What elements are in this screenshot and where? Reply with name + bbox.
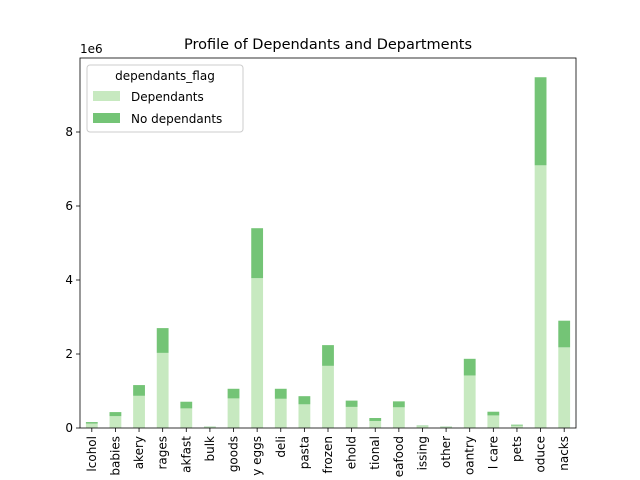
bar-dependants [322,365,334,428]
y-tick-label: 4 [65,273,73,287]
bar-dependants [534,165,547,429]
bar-no-dependants [180,401,193,409]
y-tick-label: 2 [65,347,73,361]
x-tick-label: oduce [534,436,548,473]
bar-no-dependants [322,345,334,366]
bar-no-dependants [416,425,429,427]
x-tick-label: oantry [463,436,477,475]
bar-dependants [369,420,382,428]
bar-no-dependants [534,77,547,166]
bar-dependants [156,352,169,428]
bar-dependants [85,423,98,428]
y-scale-label: 1e6 [80,42,103,56]
bar-no-dependants [298,396,311,405]
bar-dependants [180,408,193,428]
bar-dependants [487,415,500,428]
bar-no-dependants [345,400,358,407]
bar-no-dependants [487,411,500,416]
legend-box [86,64,244,133]
x-tick-label: akfast [179,436,193,473]
x-tick-label: issing [415,436,429,470]
bar-no-dependants [133,385,145,396]
bar-no-dependants [463,358,476,376]
bar-dependants [416,426,429,428]
bar-no-dependants [558,320,571,348]
bar-dependants [298,404,311,428]
bar-dependants [558,347,571,428]
x-tick-label: pasta [297,436,311,469]
x-tick-label: l care [486,436,500,469]
legend: dependants_flag Dependants No dependants [86,64,244,133]
x-tick-label: rages [156,436,170,470]
bar-dependants [251,278,264,428]
bar-dependants [440,427,452,428]
bar-no-dependants [85,422,98,424]
bar-dependants [511,425,523,428]
x-tick-label: pets [510,436,524,462]
y-tick-label: 8 [65,125,73,139]
bar-dependants [392,407,405,428]
x-tick-label: babies [108,436,122,476]
legend-label-no-dependants: No dependants [131,112,222,126]
bar-no-dependants [156,328,169,353]
bar-dependants [345,406,358,428]
x-tick-label: frozen [321,436,335,474]
x-tick-label: y eggs [250,436,264,476]
bar-no-dependants [392,401,405,408]
x-axis: lcohol babies akery rages akfast bulk goods y e… [85,428,571,477]
x-tick-label: eafood [392,436,406,477]
bars-layer [85,77,571,429]
legend-title: dependants_flag [115,69,215,83]
chart-title: Profile of Dependants and Departments [184,37,472,53]
x-tick-label: lcohol [85,436,99,472]
bar-no-dependants [369,418,382,421]
bar-dependants [463,375,476,428]
x-tick-label: bulk [203,436,217,462]
bar-no-dependants [227,388,240,399]
x-tick-label: akery [132,436,146,469]
y-tick-label: 0 [65,421,73,435]
x-tick-label: other [439,436,453,468]
bar-no-dependants [109,412,122,417]
y-axis: 0 2 4 6 8 [65,125,80,435]
y-tick-label: 6 [65,199,73,213]
x-tick-label: deli [274,436,288,458]
bar-no-dependants [511,424,523,426]
plot-frame [79,57,577,429]
x-tick-label: goods [227,436,241,472]
x-tick-label: ehold [345,436,359,469]
legend-swatch-dependants [93,91,120,101]
bar-dependants [133,395,145,428]
bar-dependants [204,427,216,428]
bar-no-dependants [274,388,287,399]
legend-label-dependants: Dependants [131,90,204,104]
x-tick-label: nacks [557,436,571,471]
bar-dependants [109,416,122,428]
legend-swatch-no-dependants [93,113,120,123]
bar-dependants [274,398,287,428]
x-tick-label: tional [368,436,382,470]
bar-no-dependants [251,228,264,279]
bar-dependants [227,398,240,428]
